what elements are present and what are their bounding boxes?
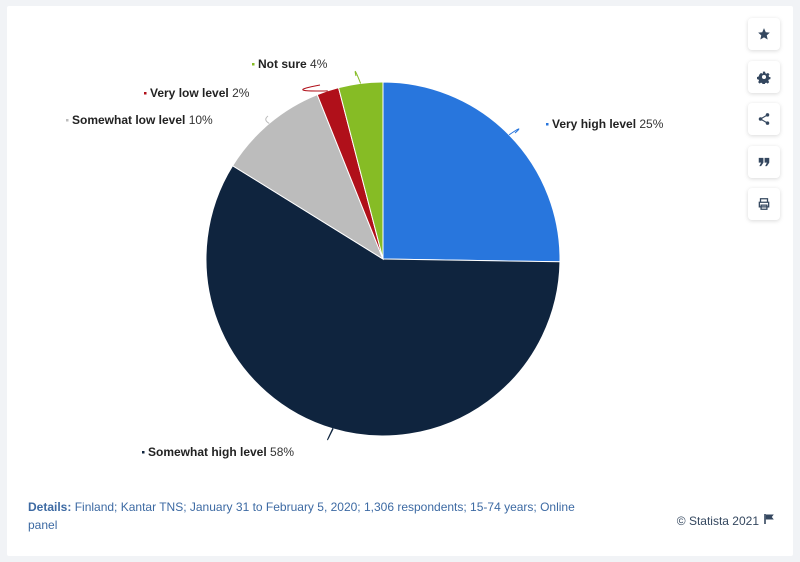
copyright[interactable]: © Statista 2021 (677, 513, 775, 528)
connector-line (354, 70, 362, 84)
connector-line (327, 427, 334, 441)
settings-button[interactable] (748, 60, 780, 93)
print-button[interactable] (748, 188, 780, 220)
connector-line (302, 84, 328, 92)
details-label: Details: (28, 500, 72, 514)
data-label: Very low level 2% (150, 86, 250, 100)
legend-dot (252, 63, 255, 66)
details-text: Details: Finland; Kantar TNS; January 31… (28, 498, 588, 534)
details-body: Finland; Kantar TNS; January 31 to Febru… (28, 500, 575, 532)
quote-icon (757, 155, 771, 169)
pie-slice-somewhat-low-level[interactable] (231, 94, 385, 261)
legend-dot (142, 451, 145, 454)
pie-slice-very-high-level[interactable] (382, 81, 561, 263)
legend-dot (144, 92, 147, 95)
toolbar (748, 18, 780, 231)
data-label: Somewhat high level 58% (148, 445, 294, 459)
data-label: Very high level 25% (552, 117, 664, 131)
share-icon (757, 112, 771, 126)
printer-icon (757, 197, 771, 211)
legend-dot (546, 123, 549, 126)
favorite-button[interactable] (748, 18, 780, 50)
data-label: Somewhat low level 10% (72, 113, 213, 127)
gear-icon (757, 70, 771, 84)
copyright-text: © Statista 2021 (676, 513, 759, 528)
star-icon (757, 27, 771, 41)
data-label: Not sure 4% (258, 57, 328, 71)
share-button[interactable] (748, 103, 780, 135)
cite-button[interactable] (748, 145, 780, 178)
pie-slice-not-sure[interactable] (337, 81, 384, 260)
connector-line (508, 128, 520, 136)
flag-icon (764, 513, 775, 528)
legend-dot (66, 119, 69, 122)
connector-line (265, 115, 270, 124)
